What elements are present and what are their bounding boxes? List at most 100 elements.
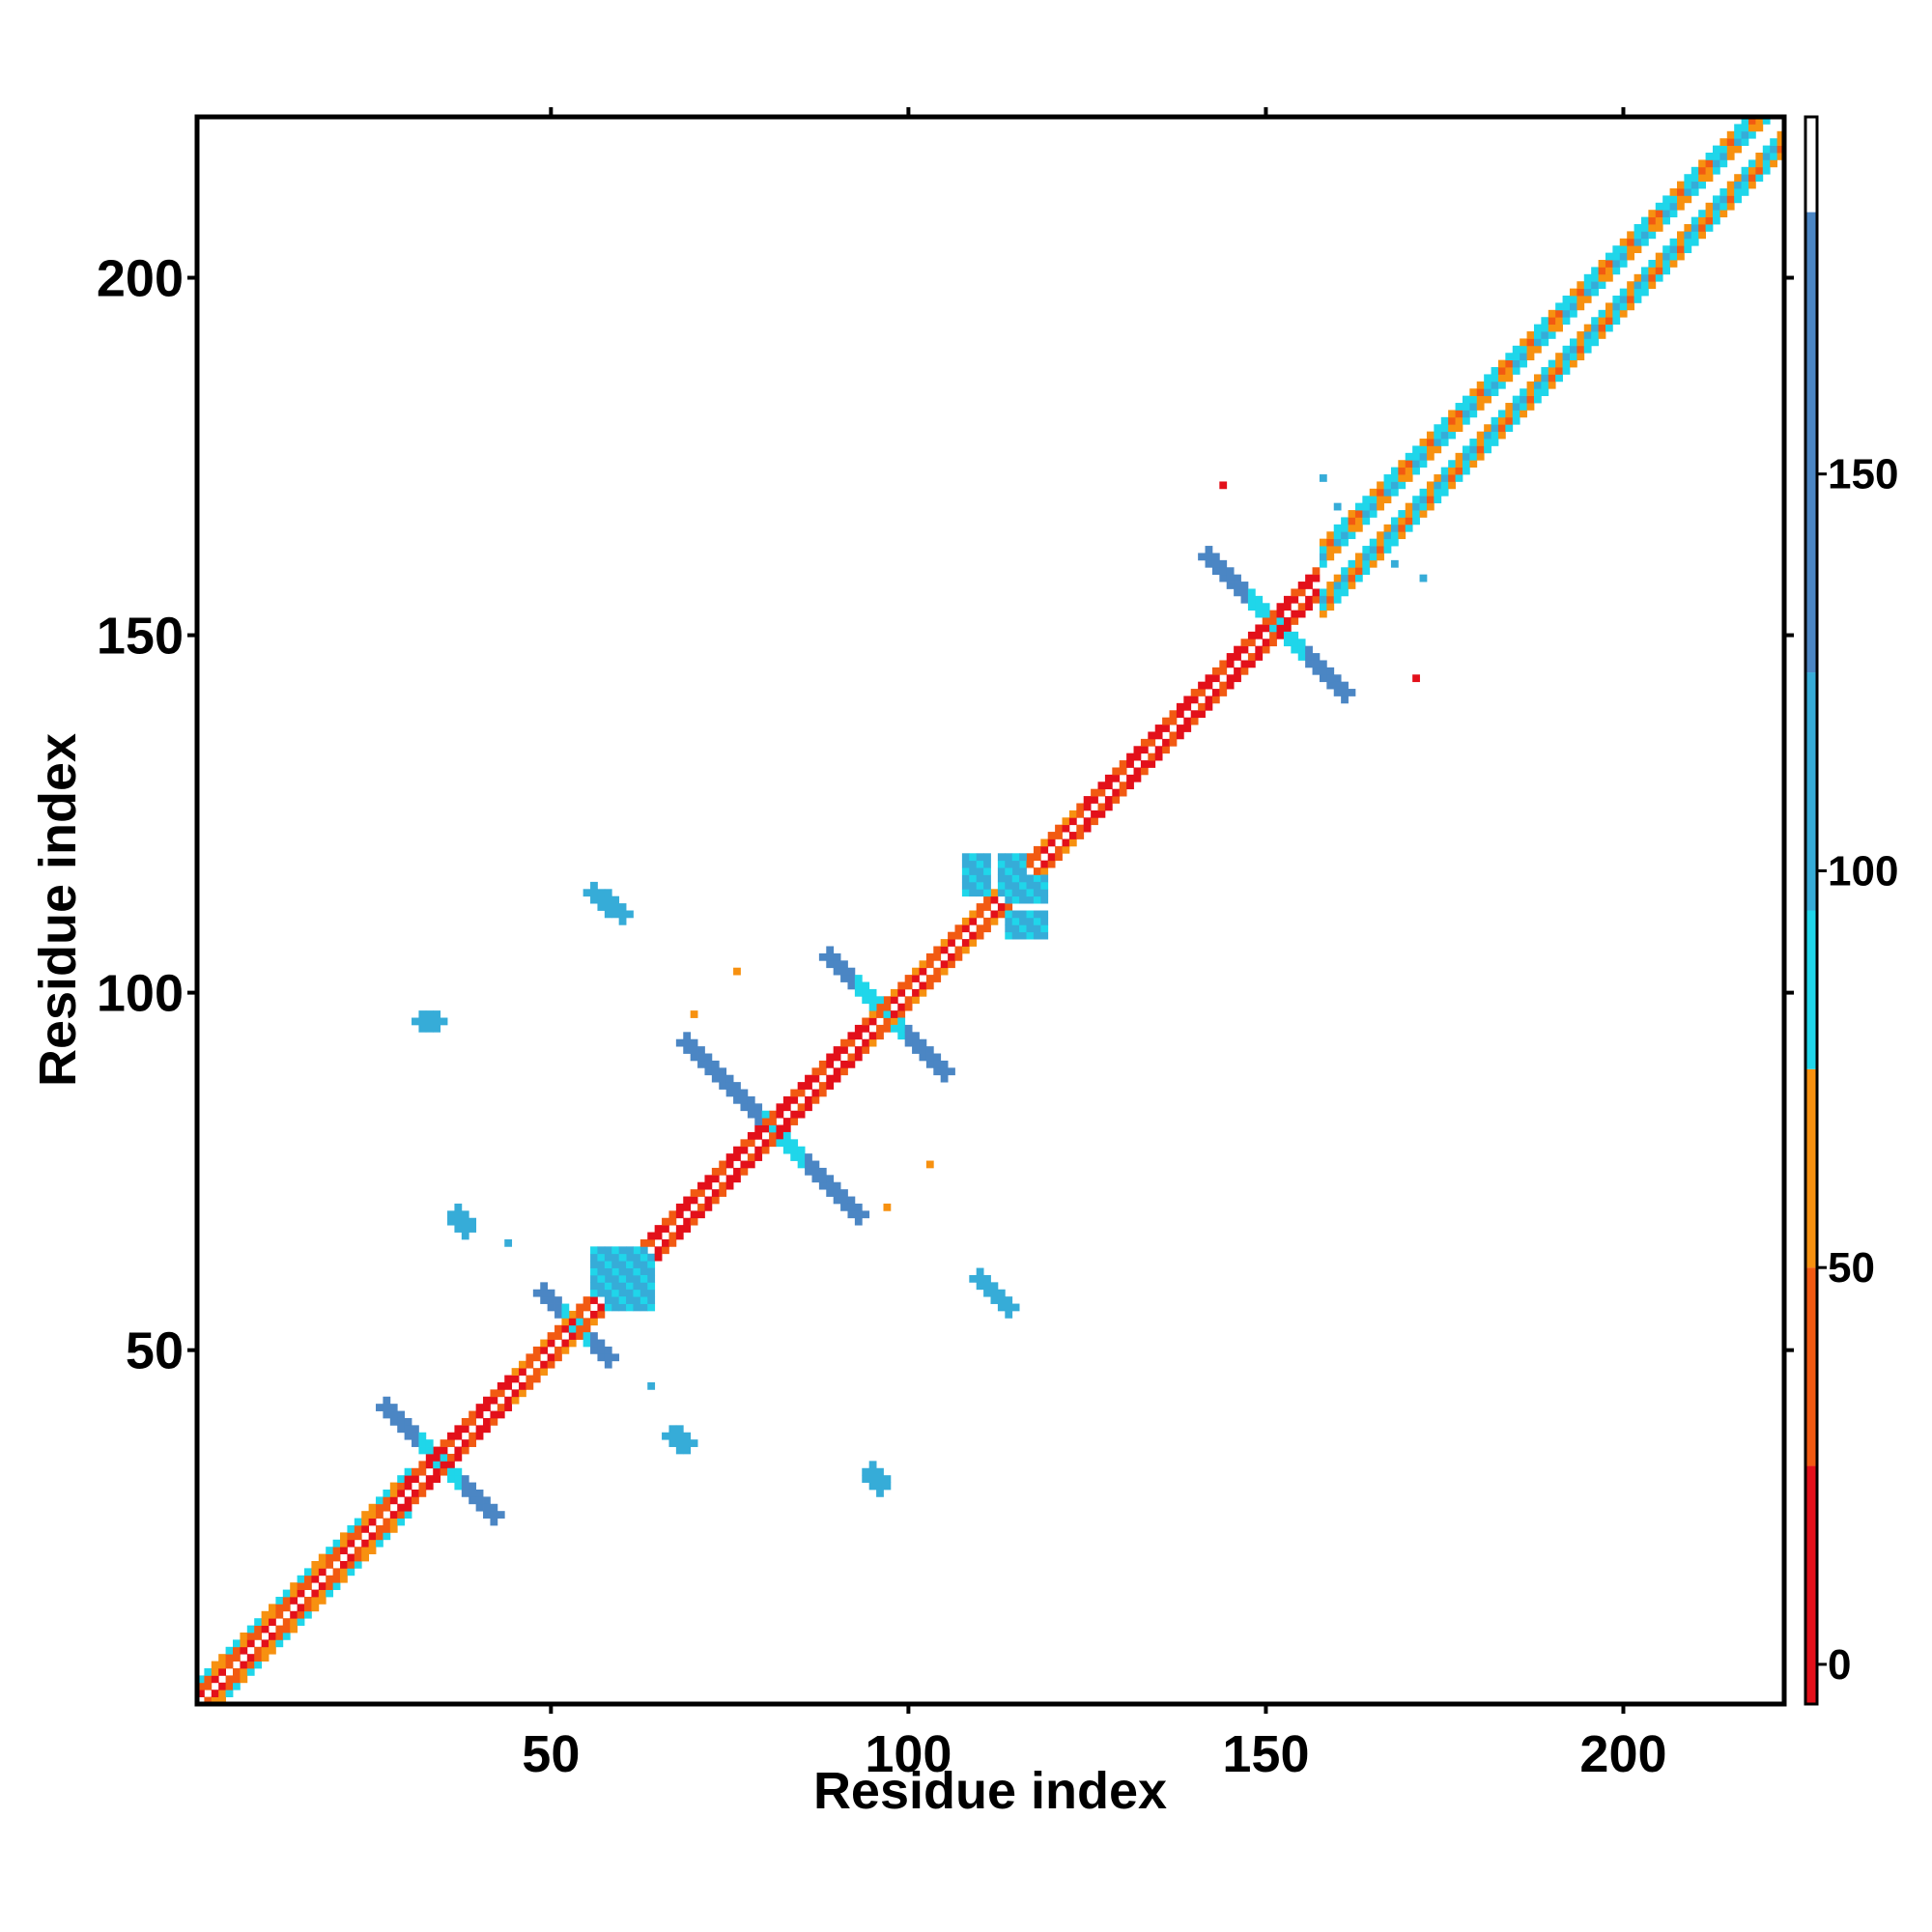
heatmap-cell: [818, 1082, 827, 1090]
heatmap-cell: [1434, 445, 1442, 454]
heatmap-cell: [1369, 488, 1378, 497]
heatmap-cell: [519, 1389, 526, 1398]
heatmap-cell: [590, 1253, 598, 1262]
heatmap-cell: [1548, 374, 1556, 383]
heatmap-cell: [1520, 338, 1527, 347]
heatmap-cell: [697, 1060, 705, 1068]
heatmap-cell: [275, 1639, 284, 1648]
heatmap-cell: [1676, 231, 1685, 240]
heatmap-cell: [461, 1475, 469, 1483]
heatmap-cell: [782, 1103, 791, 1112]
heatmap-cell: [461, 1217, 469, 1226]
heatmap-cell: [511, 1389, 520, 1398]
heatmap-cell: [1497, 374, 1506, 383]
heatmap-cell: [1562, 309, 1571, 318]
heatmap-cell: [1734, 195, 1742, 204]
heatmap-cell: [1283, 603, 1292, 611]
heatmap-cell: [725, 1153, 734, 1161]
heatmap-cell: [1469, 439, 1478, 446]
heatmap-cell: [1390, 474, 1399, 482]
heatmap-cell: [211, 1675, 219, 1684]
heatmap-cell: [840, 1196, 848, 1205]
heatmap-cell: [1247, 639, 1256, 647]
heatmap-cell: [576, 1310, 584, 1319]
heatmap-cell: [332, 1547, 341, 1554]
heatmap-cell: [633, 1246, 641, 1255]
heatmap-cell: [1333, 502, 1342, 511]
heatmap-cell: [983, 860, 991, 868]
heatmap-cell: [1377, 502, 1384, 511]
heatmap-cell: [1219, 567, 1228, 576]
heatmap-cell: [668, 1439, 677, 1447]
heatmap-cell: [454, 1225, 463, 1233]
heatmap-cell: [397, 1489, 406, 1497]
heatmap-cell: [1726, 195, 1735, 204]
heatmap-cell: [761, 1118, 770, 1125]
heatmap-cell: [269, 1618, 276, 1626]
heatmap-cell: [1291, 639, 1299, 647]
heatmap-cell: [647, 1232, 656, 1240]
heatmap-cell: [1154, 753, 1163, 761]
heatmap-cell: [983, 881, 991, 890]
heatmap-cell: [711, 1067, 720, 1076]
heatmap-cell: [1011, 931, 1020, 940]
heatmap-cell: [1148, 753, 1156, 761]
heatmap-cell: [425, 1010, 434, 1018]
heatmap-cell: [1669, 260, 1678, 268]
heatmap-cell: [1605, 260, 1613, 268]
colorbar-tick-label: 150: [1828, 451, 1898, 498]
heatmap-cell: [604, 1353, 612, 1362]
heatmap-cell: [389, 1417, 398, 1426]
heatmap-cell: [582, 1324, 591, 1333]
heatmap-cell: [1669, 245, 1678, 254]
heatmap-cell: [1205, 553, 1213, 561]
heatmap-cell: [483, 1496, 491, 1505]
heatmap-cell: [1162, 724, 1170, 732]
heatmap-cell: [1497, 359, 1506, 368]
heatmap-cell: [240, 1675, 248, 1684]
heatmap-cell: [933, 1053, 942, 1062]
heatmap-cell: [725, 1181, 734, 1190]
heatmap-cell: [1140, 760, 1149, 768]
heatmap-cell: [1198, 702, 1206, 711]
heatmap-cell: [447, 1439, 455, 1447]
heatmap-cell: [969, 931, 978, 940]
heatmap-cell: [1434, 488, 1442, 497]
heatmap-cell: [1569, 359, 1577, 368]
heatmap-cell: [675, 1432, 684, 1440]
heatmap-cell: [1748, 124, 1756, 132]
heatmap-cell: [883, 1010, 892, 1018]
heatmap-cell: [1040, 910, 1049, 919]
heatmap-cell: [604, 910, 612, 919]
heatmap-cell: [418, 1017, 427, 1026]
heatmap-cell: [1612, 245, 1621, 254]
heatmap-cell: [1019, 889, 1027, 897]
heatmap-cell: [876, 1010, 884, 1018]
heatmap-cell: [1562, 302, 1571, 311]
heatmap-cell: [983, 889, 991, 897]
heatmap-cell: [1291, 610, 1299, 618]
heatmap-cell: [890, 1010, 898, 1018]
heatmap-cell: [1354, 517, 1363, 526]
heatmap-cell: [568, 1324, 577, 1333]
heatmap-cell: [454, 1203, 463, 1211]
heatmap-cell: [1405, 517, 1413, 526]
heatmap-cell: [1426, 439, 1435, 446]
heatmap-cell: [1555, 353, 1563, 361]
heatmap-cell: [425, 1017, 434, 1026]
heatmap-cell: [354, 1547, 362, 1554]
heatmap-cell: [1476, 431, 1485, 440]
heatmap-cell: [611, 903, 620, 911]
heatmap-cell: [1026, 910, 1035, 919]
heatmap-cell: [1211, 567, 1220, 576]
heatmap-cell: [818, 1089, 827, 1097]
heatmap-cell: [1484, 374, 1492, 383]
heatmap-cell: [383, 1532, 391, 1541]
heatmap-cell: [461, 1439, 469, 1447]
heatmap-cell: [611, 1353, 620, 1362]
heatmap-cell: [639, 1267, 648, 1276]
heatmap-cell: [1505, 403, 1514, 411]
heatmap-cell: [811, 1167, 820, 1176]
heatmap-cell: [976, 1267, 984, 1276]
heatmap-cell: [433, 1461, 441, 1469]
